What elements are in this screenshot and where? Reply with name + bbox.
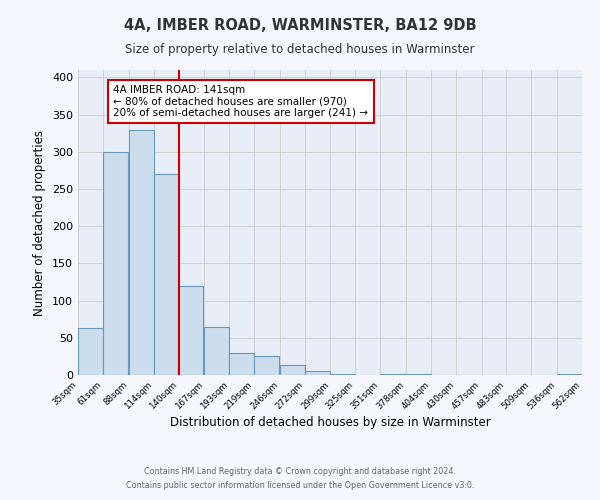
Bar: [254, 356, 279, 375]
Bar: [178, 286, 203, 375]
Text: Contains public sector information licensed under the Open Government Licence v3: Contains public sector information licen…: [126, 481, 474, 490]
Bar: [78, 328, 103, 375]
Text: Size of property relative to detached houses in Warminster: Size of property relative to detached ho…: [125, 42, 475, 56]
Bar: [204, 326, 229, 375]
Y-axis label: Number of detached properties: Number of detached properties: [34, 130, 46, 316]
Bar: [331, 374, 355, 375]
Bar: [128, 130, 154, 375]
Bar: [380, 374, 405, 375]
Text: Contains HM Land Registry data © Crown copyright and database right 2024.: Contains HM Land Registry data © Crown c…: [144, 467, 456, 476]
Bar: [103, 152, 128, 375]
Bar: [557, 374, 582, 375]
Bar: [280, 364, 305, 375]
Bar: [229, 352, 254, 375]
Text: 4A, IMBER ROAD, WARMINSTER, BA12 9DB: 4A, IMBER ROAD, WARMINSTER, BA12 9DB: [124, 18, 476, 32]
Bar: [154, 174, 178, 375]
Text: 4A IMBER ROAD: 141sqm
← 80% of detached houses are smaller (970)
20% of semi-det: 4A IMBER ROAD: 141sqm ← 80% of detached …: [113, 85, 368, 118]
Bar: [305, 372, 329, 375]
X-axis label: Distribution of detached houses by size in Warminster: Distribution of detached houses by size …: [170, 416, 490, 430]
Bar: [406, 374, 431, 375]
